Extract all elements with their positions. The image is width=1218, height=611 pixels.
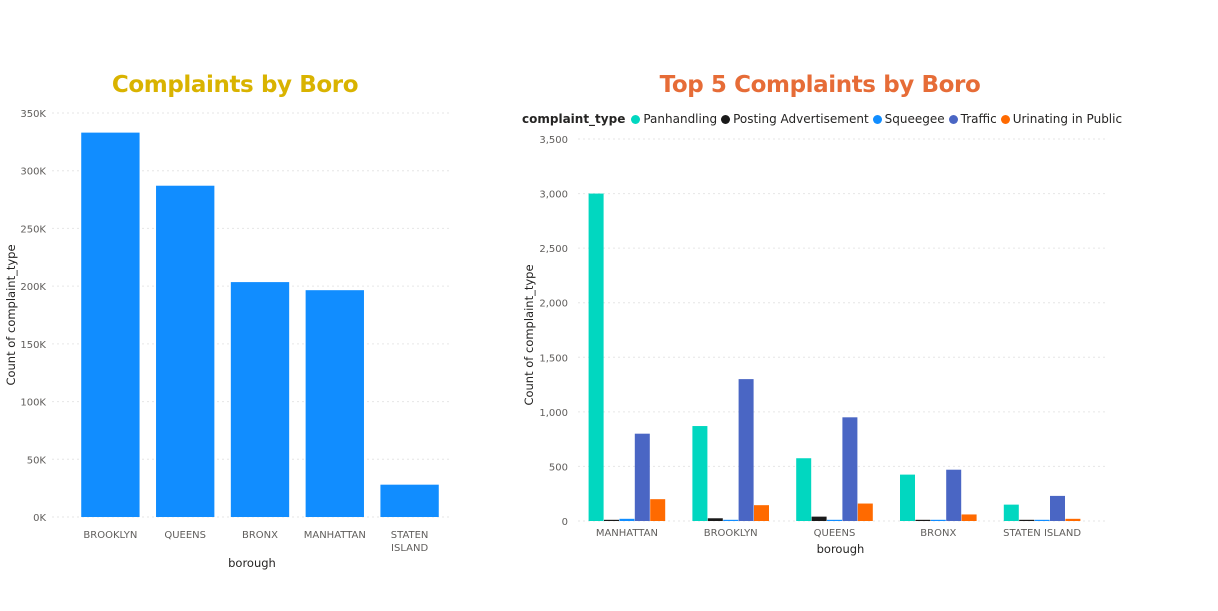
- complaints-by-boro-chart: Complaints by Boro 0K 50K 100K 150K 200K 250K…: [0, 60, 470, 590]
- bar: [723, 519, 739, 521]
- bar: [1003, 504, 1019, 521]
- y-tick-label: 300K: [20, 167, 46, 178]
- x-tick-label: STATEN: [391, 530, 429, 541]
- x-axis-title: borough: [817, 542, 865, 556]
- x-tick-label: BRONX: [920, 528, 956, 539]
- bar: [900, 474, 915, 521]
- legend-label: Panhandling: [643, 112, 718, 126]
- y-tick-label: 1,000: [539, 408, 568, 419]
- top5-complaints-plot: 0 500 1,000 1,500 2,000 2,500 3,000 3,500 MANHAT…: [522, 135, 1107, 556]
- legend-label: Traffic: [960, 112, 997, 126]
- bar: [1034, 519, 1050, 521]
- bar: [380, 484, 439, 517]
- legend-item[interactable]: Posting Advertisement: [721, 112, 869, 126]
- bar: [827, 519, 842, 521]
- x-tick-label: QUEENS: [814, 528, 856, 539]
- top5-complaints-chart: Top 5 Complaints by Boro complaint_type …: [500, 60, 1140, 570]
- y-tick-label: 3,500: [539, 135, 568, 146]
- chart-title: Complaints by Boro: [111, 72, 359, 98]
- bar: [1065, 518, 1081, 521]
- legend-marker: [631, 114, 641, 124]
- bar: [961, 514, 977, 521]
- y-tick-label: 50K: [27, 455, 47, 466]
- legend-marker: [948, 114, 958, 124]
- y-tick-label: 150K: [20, 340, 46, 351]
- bar: [930, 519, 946, 521]
- chart-title: Top 5 Complaints by Boro: [659, 72, 981, 98]
- bar: [1050, 495, 1065, 521]
- y-tick-label: 0: [562, 517, 568, 528]
- y-tick-label: 100K: [20, 398, 46, 409]
- legend-marker: [1000, 114, 1010, 124]
- bar: [604, 519, 619, 521]
- legend-label: Squeegee: [884, 112, 945, 126]
- y-tick-label: 250K: [20, 224, 46, 235]
- x-tick-label: QUEENS: [164, 530, 206, 541]
- bar: [156, 185, 215, 517]
- legend-label: Urinating in Public: [1012, 112, 1123, 126]
- bar: [842, 417, 858, 521]
- bar: [796, 458, 812, 521]
- legend-label: Posting Advertisement: [733, 112, 869, 126]
- x-tick-label: MANHATTAN: [596, 528, 658, 539]
- bar: [707, 518, 723, 521]
- bar: [857, 503, 873, 521]
- y-tick-label: 350K: [20, 109, 46, 120]
- bar: [634, 433, 650, 521]
- y-tick-label: 3,000: [539, 190, 568, 201]
- y-tick-label: 0K: [33, 513, 46, 524]
- y-tick-label: 500: [549, 462, 568, 473]
- legend-marker: [872, 114, 882, 124]
- legend: complaint_type Panhandling Posting Advert…: [522, 112, 1126, 126]
- legend-title: complaint_type: [522, 112, 626, 126]
- bar: [692, 426, 708, 521]
- bar: [811, 516, 827, 521]
- x-tick-label: STATEN ISLAND: [1003, 528, 1081, 539]
- legend-item[interactable]: Panhandling: [631, 112, 717, 126]
- complaints-by-boro-plot: 0K 50K 100K 150K 200K 250K 300K 350K BROOKLYN QUE…: [4, 109, 452, 570]
- bar: [738, 379, 754, 521]
- y-tick-label: 1,500: [539, 353, 568, 364]
- bar: [1019, 519, 1035, 521]
- x-tick-label: BROOKLYN: [83, 530, 137, 541]
- y-tick-label: 2,000: [539, 299, 568, 310]
- bar: [305, 290, 364, 517]
- bar: [946, 469, 962, 521]
- bar: [81, 132, 140, 517]
- y-tick-label: 2,500: [539, 244, 568, 255]
- y-axis-title: Count of complaint_type: [522, 264, 536, 405]
- x-tick-label: ISLAND: [391, 543, 428, 554]
- bar: [754, 505, 769, 521]
- bar: [650, 499, 666, 521]
- legend-item[interactable]: Traffic: [948, 112, 997, 126]
- y-tick-label: 200K: [20, 282, 46, 293]
- x-tick-label: BROOKLYN: [704, 528, 758, 539]
- y-axis-title: Count of complaint_type: [4, 244, 18, 385]
- legend-item[interactable]: Squeegee: [872, 112, 945, 126]
- bar: [915, 519, 931, 521]
- x-tick-label: BRONX: [242, 530, 278, 541]
- legend-marker: [721, 114, 731, 124]
- x-axis-title: borough: [228, 556, 276, 570]
- bar: [230, 282, 290, 517]
- bar: [588, 193, 604, 522]
- x-tick-label: MANHATTAN: [304, 530, 366, 541]
- bar: [619, 518, 635, 521]
- legend-item[interactable]: Urinating in Public: [1000, 112, 1123, 126]
